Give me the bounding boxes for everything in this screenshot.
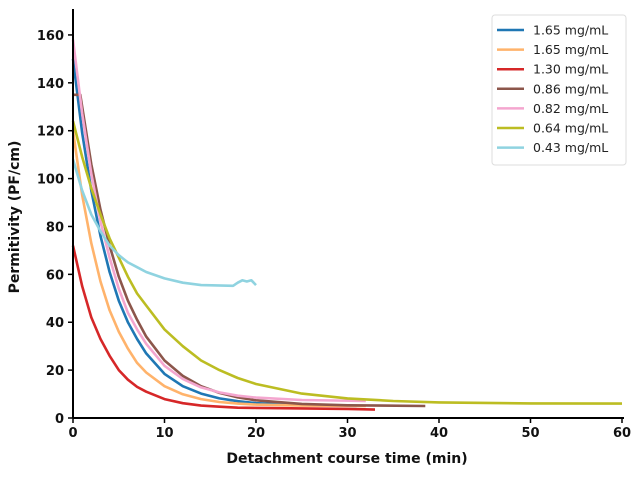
y-tick-label: 0 xyxy=(55,412,64,427)
axes: 0 10 20 30 40 50 60 0 20 40 60 80 100 120 140 160 xyxy=(37,9,631,441)
x-tick-label: 10 xyxy=(155,426,173,441)
legend-label: 0.64 mg/mL xyxy=(533,121,608,136)
series-line-5 xyxy=(71,120,623,405)
x-tick-label: 20 xyxy=(247,426,265,441)
y-axis-label: Permitivity (PF/cm) xyxy=(7,141,23,294)
legend-label: 1.65 mg/mL xyxy=(533,42,608,57)
legend-box xyxy=(491,14,627,166)
legend-label: 1.65 mg/mL xyxy=(533,23,608,38)
legend: 1.65 mg/mL 1.65 mg/mL 1.30 mg/mL 0.86 mg/mL… xyxy=(491,14,627,166)
x-tick-label: 30 xyxy=(338,426,356,441)
series-line-3 xyxy=(73,93,426,408)
legend-label: 1.30 mg/mL xyxy=(533,62,608,77)
y-tick-label: 120 xyxy=(37,125,64,140)
y-tick-label: 40 xyxy=(46,316,64,331)
series-line-0 xyxy=(71,58,357,408)
y-tick-label: 60 xyxy=(46,268,64,283)
y-tick-label: 100 xyxy=(37,173,64,188)
series-line-6 xyxy=(71,159,257,288)
y-tick-label: 160 xyxy=(37,29,64,44)
series-line-2 xyxy=(71,245,376,411)
y-tick-label: 20 xyxy=(46,364,64,379)
y-tick-label: 140 xyxy=(37,77,64,92)
y-tick-label: 80 xyxy=(46,220,64,235)
x-axis-label: Detachment course time (min) xyxy=(226,451,467,467)
series-line-1 xyxy=(71,130,366,408)
x-tick-label: 0 xyxy=(68,426,77,441)
x-tick-label: 60 xyxy=(613,426,631,441)
x-tick-label: 40 xyxy=(430,426,448,441)
series-layer xyxy=(71,39,623,411)
series-line-4 xyxy=(71,39,366,403)
legend-label: 0.82 mg/mL xyxy=(533,101,608,116)
legend-label: 0.43 mg/mL xyxy=(533,140,608,155)
x-tick-label: 50 xyxy=(521,426,539,441)
legend-label: 0.86 mg/mL xyxy=(533,81,608,96)
